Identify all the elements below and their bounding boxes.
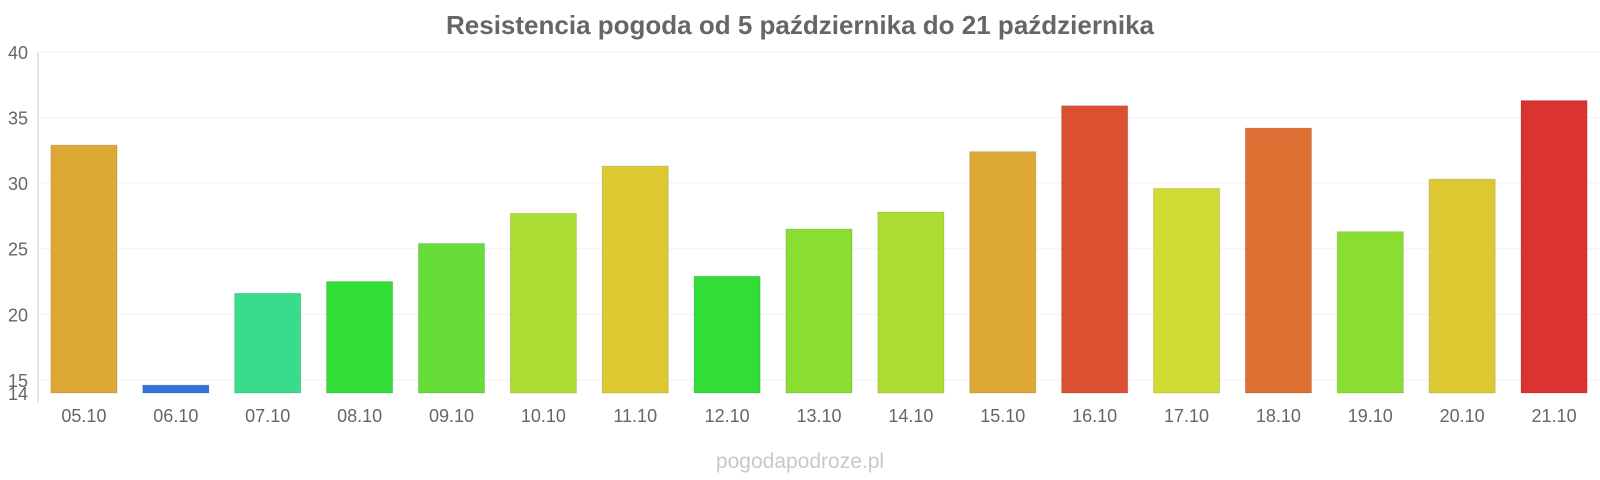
x-tick-label: 11.10 [613,406,657,426]
watermark: pogodapodroze.pl [715,450,885,473]
y-tick-label: 40 [8,43,28,63]
x-tick-label: 06.10 [153,406,198,426]
bar [1061,105,1129,394]
bar [142,384,210,394]
bar [1244,127,1312,394]
bar [326,281,394,394]
bar [1152,187,1221,394]
x-tick-label: 05.10 [61,406,106,426]
chart-title: Resistencia pogoda od 5 października do … [446,10,1154,40]
bar [969,151,1037,394]
y-tick-label: 14 [8,384,28,404]
x-tick-label: 16.10 [1072,406,1117,426]
bar [693,275,761,394]
bar [417,242,486,394]
y-tick-label: 20 [8,305,28,325]
x-tick-label: 10.10 [521,406,566,426]
x-tick-label: 15.10 [980,406,1025,426]
y-tick-label: 15 [8,371,28,391]
bar [50,144,118,394]
x-tick-label: 21.10 [1532,406,1577,426]
x-tick-label: 07.10 [245,406,290,426]
y-tick-label: 35 [8,109,28,129]
bar [1336,231,1404,394]
y-tick-label: 25 [8,240,28,260]
bar [509,212,577,394]
x-tick-label: 12.10 [705,406,750,426]
bar [234,292,302,394]
x-tick-label: 14.10 [888,406,933,426]
bar [601,165,669,394]
bar [1428,178,1496,394]
bar [785,228,853,394]
y-tick-label: 30 [8,174,28,194]
x-tick-label: 18.10 [1256,406,1301,426]
x-tick-label: 08.10 [337,406,382,426]
bar [1520,100,1588,394]
x-tick-label: 09.10 [429,406,474,426]
bar [877,211,945,394]
x-tick-label: 13.10 [796,406,841,426]
x-tick-label: 20.10 [1440,406,1485,426]
x-tick-label: 19.10 [1348,406,1393,426]
x-tick-label: 17.10 [1164,406,1209,426]
